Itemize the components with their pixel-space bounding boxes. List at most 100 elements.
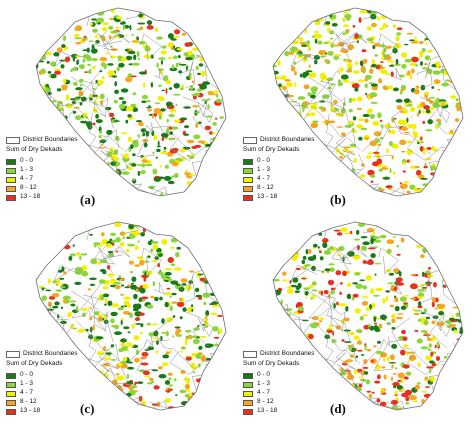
dry-dekad-patch xyxy=(364,371,369,375)
dry-dekad-patch xyxy=(79,84,83,87)
dry-dekad-patch xyxy=(323,249,331,255)
dry-dekad-patch xyxy=(366,348,372,352)
dry-dekad-patch xyxy=(423,393,432,398)
dry-dekad-patch xyxy=(125,249,130,253)
dry-dekad-patch xyxy=(218,328,223,334)
dry-dekad-patch xyxy=(104,303,107,306)
dry-dekad-patch xyxy=(348,346,353,351)
dry-dekad-patch xyxy=(394,390,397,395)
dry-dekad-patch xyxy=(417,305,423,309)
dry-dekad-patch xyxy=(81,265,88,271)
dry-dekad-patch xyxy=(78,90,84,97)
dry-dekad-patch xyxy=(344,13,352,19)
dry-dekad-patch xyxy=(114,81,117,87)
dry-dekad-patch xyxy=(131,276,137,282)
dry-dekad-patch xyxy=(356,229,360,235)
dry-dekad-patch xyxy=(331,23,338,27)
dry-dekad-patch xyxy=(180,148,186,153)
dry-dekad-patch xyxy=(433,281,437,288)
dry-dekad-patch xyxy=(156,62,159,68)
dry-dekad-patch xyxy=(363,359,368,365)
dry-dekad-patch xyxy=(391,117,395,123)
dry-dekad-patch xyxy=(128,166,133,171)
dry-dekad-patch xyxy=(391,144,399,149)
district-boundary-line xyxy=(204,128,226,152)
dry-dekad-patch xyxy=(406,140,412,144)
dry-dekad-patch xyxy=(143,82,146,88)
dry-dekad-patch xyxy=(373,325,379,331)
dry-dekad-patch xyxy=(170,46,174,50)
dry-dekad-patch xyxy=(159,296,163,301)
dry-dekad-patch xyxy=(158,114,162,120)
district-boundary-line xyxy=(425,266,450,292)
dry-dekad-patch xyxy=(152,151,155,155)
legend-class-label: 8 - 12 xyxy=(20,184,37,192)
dry-dekad-patch xyxy=(423,165,428,169)
dry-dekad-patch xyxy=(154,102,161,105)
dry-dekad-patch xyxy=(341,17,346,21)
dry-dekad-patch xyxy=(176,246,181,250)
dry-dekad-patch xyxy=(347,59,352,63)
dry-dekad-patch xyxy=(408,159,411,162)
dry-dekad-patch xyxy=(155,350,159,354)
dry-dekad-patch xyxy=(358,376,362,379)
dry-dekad-patch xyxy=(137,22,146,25)
district-boundary-line xyxy=(125,8,170,20)
dry-dekad-patch xyxy=(98,130,103,134)
dry-dekad-patch xyxy=(164,292,171,296)
dry-dekad-patch xyxy=(296,301,303,308)
dry-dekad-patch xyxy=(185,336,189,339)
dry-dekad-patch xyxy=(348,331,355,336)
district-boundary-line xyxy=(102,31,131,46)
dry-dekad-patch xyxy=(199,84,208,90)
dry-dekad-patch xyxy=(175,103,178,107)
dry-dekad-patch xyxy=(51,100,57,103)
dry-dekad-patch xyxy=(437,303,446,309)
dry-dekad-patch xyxy=(157,96,165,101)
dry-dekad-patch xyxy=(431,320,436,325)
dry-dekad-patch xyxy=(92,122,96,126)
dry-dekad-patch xyxy=(119,293,125,296)
dry-dekad-patch xyxy=(419,146,424,152)
legend-swatch xyxy=(6,399,16,406)
dry-dekad-patch xyxy=(110,161,116,167)
dry-dekad-patch xyxy=(142,370,150,376)
dry-dekad-patch xyxy=(425,129,433,132)
dry-dekad-patch xyxy=(285,82,293,88)
dry-dekad-patch xyxy=(387,60,394,63)
district-boundary-line xyxy=(335,343,357,370)
dry-dekad-patch xyxy=(382,23,388,28)
dry-dekad-patch xyxy=(425,355,432,361)
dry-dekad-patch xyxy=(176,301,185,307)
dry-dekad-patch xyxy=(95,119,103,124)
dry-dekad-patch xyxy=(171,126,179,130)
dry-dekad-patch xyxy=(149,185,156,188)
legend-swatch xyxy=(6,408,16,415)
dry-dekad-patch xyxy=(428,100,434,104)
dry-dekad-patch xyxy=(422,120,426,124)
dry-dekad-patch xyxy=(358,383,363,388)
dry-dekad-patch xyxy=(205,310,210,317)
district-boundary-line xyxy=(343,397,380,410)
dry-dekad-patch xyxy=(369,288,375,295)
dry-dekad-patch xyxy=(108,35,112,39)
district-boundary-line xyxy=(407,350,445,375)
dry-dekad-patch xyxy=(89,68,92,75)
dry-dekad-patch xyxy=(158,57,166,60)
dry-dekad-patch xyxy=(136,28,142,31)
dry-dekad-patch xyxy=(420,61,423,66)
dry-dekad-patch xyxy=(356,124,363,129)
dry-dekad-patch xyxy=(125,119,129,124)
dry-dekad-patch xyxy=(151,260,158,262)
dry-dekad-patch xyxy=(327,50,334,56)
dry-dekad-patch xyxy=(422,334,431,337)
district-boundary-line xyxy=(425,52,450,78)
dry-dekad-patch xyxy=(125,76,133,83)
dry-dekad-patch xyxy=(329,324,333,327)
dry-dekad-patch xyxy=(139,71,147,75)
dry-dekad-patch xyxy=(158,84,162,88)
dry-dekad-patch xyxy=(135,288,139,292)
dry-dekad-patch xyxy=(308,285,314,289)
dry-dekad-patch xyxy=(306,106,309,109)
legend-swatch xyxy=(6,390,16,397)
